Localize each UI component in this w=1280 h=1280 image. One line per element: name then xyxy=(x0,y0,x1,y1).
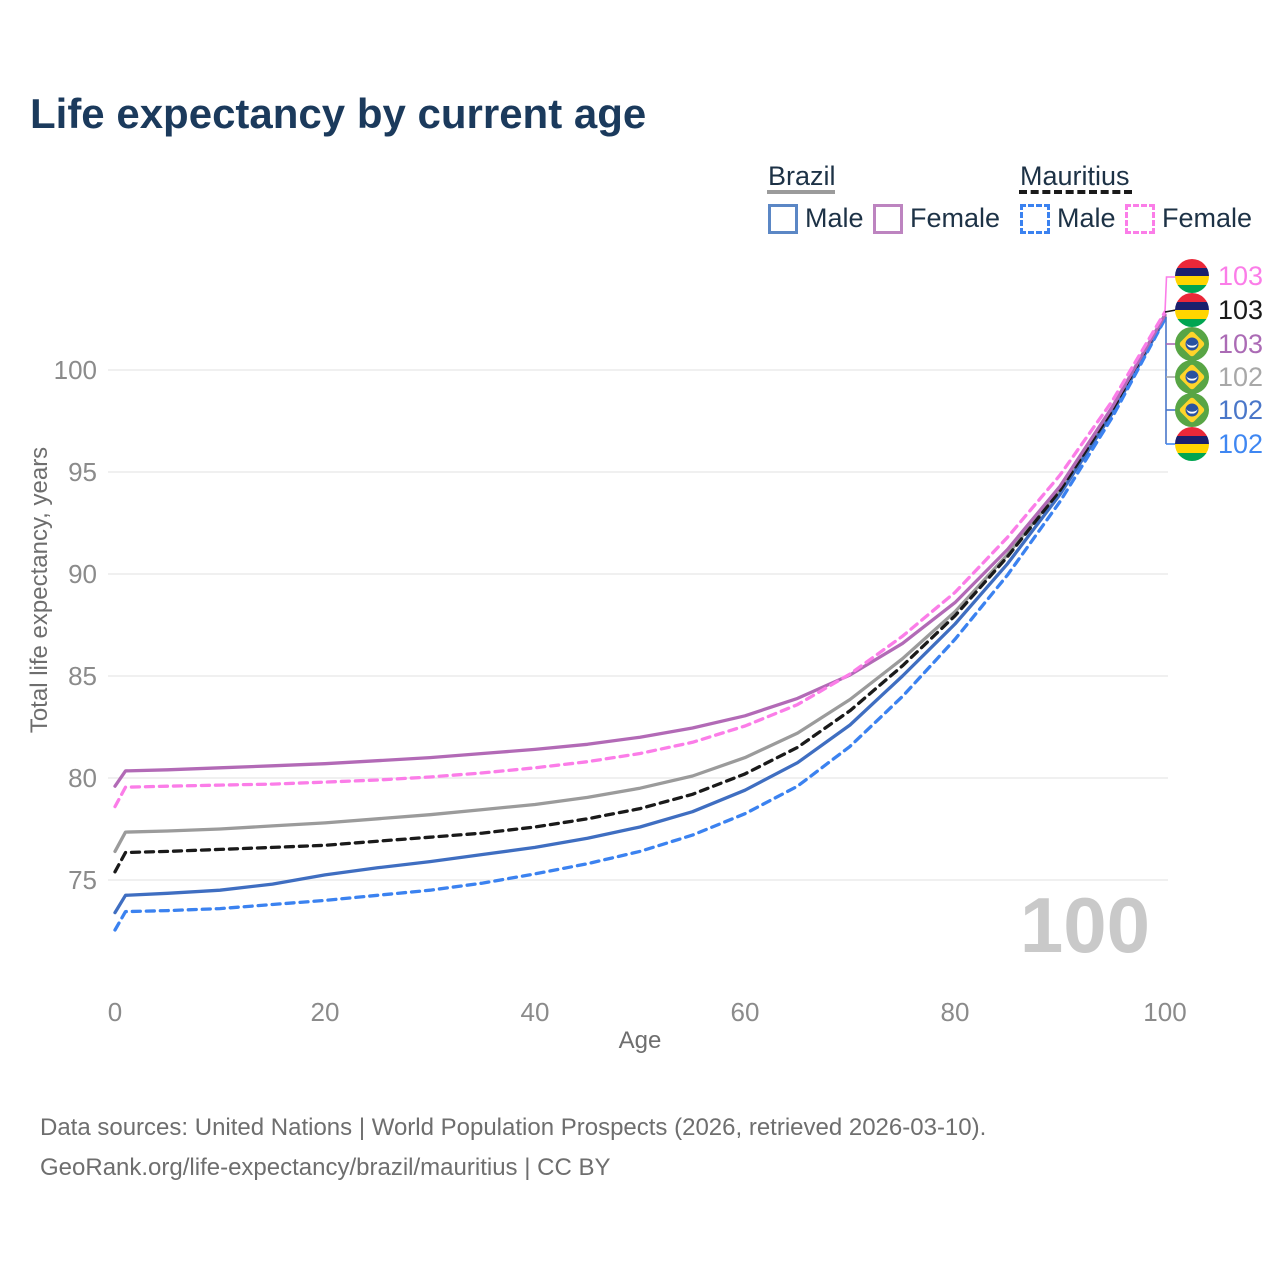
age-watermark: 100 xyxy=(1020,881,1150,969)
legend-item-label: Female xyxy=(1162,203,1253,233)
legend-item-mauritius-female[interactable]: Female xyxy=(1125,203,1252,234)
legend-brazil-line-sample xyxy=(767,190,835,194)
y-tick-label: 85 xyxy=(68,661,97,691)
line-brazil-female[interactable] xyxy=(113,313,1167,788)
legend-item-brazil-female[interactable]: Female xyxy=(873,203,1000,234)
end-value: 102 xyxy=(1218,428,1264,459)
end-value: 103 xyxy=(1218,260,1264,291)
y-tick-label: 100 xyxy=(54,355,97,385)
x-axis-title: Age xyxy=(619,1027,662,1054)
brazil-flag-icon xyxy=(1175,327,1209,361)
leader-mauritius-female xyxy=(1164,276,1176,313)
leader-mauritius-total xyxy=(1164,309,1177,313)
mauritius-female-swatch-icon xyxy=(1125,203,1155,234)
legend-mauritius-line-sample xyxy=(1019,190,1132,194)
end-label-mauritius-male[interactable]: 102 xyxy=(1175,427,1263,461)
x-tick-label: 0 xyxy=(108,997,122,1027)
x-tick-label: 60 xyxy=(731,997,760,1027)
x-tick-label: 40 xyxy=(521,997,550,1027)
data-source-note: Data sources: United Nations | World Pop… xyxy=(40,1108,986,1188)
line-brazil-total[interactable] xyxy=(113,315,1167,854)
mauritius-flag-icon xyxy=(1175,259,1209,293)
page-title: Life expectancy by current age xyxy=(30,90,647,137)
end-label-brazil-female[interactable]: 103 xyxy=(1175,327,1263,361)
mauritius-flag-icon xyxy=(1175,427,1209,461)
line-mauritius-total[interactable] xyxy=(113,313,1167,874)
brazil-flag-icon xyxy=(1175,393,1209,427)
end-value: 103 xyxy=(1218,294,1264,325)
end-value: 102 xyxy=(1218,394,1264,425)
attribution-line: GeoRank.org/life-expectancy/brazil/mauri… xyxy=(40,1154,611,1181)
end-label-mauritius-female[interactable]: 103 xyxy=(1175,259,1263,293)
line-brazil-male[interactable] xyxy=(113,316,1167,915)
line-chart: 100 75 80 85 90 95 100 0 20 40 60 80 100 Age Total … xyxy=(26,276,1187,1054)
line-mauritius-male[interactable] xyxy=(113,317,1167,932)
brazil-male-swatch-icon xyxy=(768,203,798,234)
legend-item-label: Male xyxy=(805,203,864,233)
line-mauritius-female[interactable] xyxy=(113,310,1167,809)
source-line: Data sources: United Nations | World Pop… xyxy=(40,1114,987,1141)
end-value: 102 xyxy=(1218,361,1264,392)
legend-item-mauritius-male[interactable]: Male xyxy=(1020,203,1116,234)
brazil-flag-icon xyxy=(1175,360,1209,394)
legend-group-brazil[interactable]: Brazil xyxy=(768,161,836,191)
legend-item-label: Female xyxy=(910,203,1001,233)
y-tick-label: 90 xyxy=(68,559,97,589)
x-tick-label: 100 xyxy=(1143,997,1186,1027)
y-axis-title: Total life expectancy, years xyxy=(26,447,53,733)
y-tick-label: 80 xyxy=(68,763,97,793)
mauritius-flag-icon xyxy=(1175,293,1209,327)
end-label-brazil-male[interactable]: 102 xyxy=(1175,393,1263,427)
legend-item-label: Male xyxy=(1057,203,1116,233)
legend-group-mauritius[interactable]: Mauritius xyxy=(1020,161,1130,191)
x-tick-label: 80 xyxy=(941,997,970,1027)
brazil-female-swatch-icon xyxy=(873,203,903,234)
end-value: 103 xyxy=(1218,328,1264,359)
end-label-mauritius-total[interactable]: 103 xyxy=(1175,293,1263,327)
y-tick-label: 95 xyxy=(68,457,97,487)
x-tick-label: 20 xyxy=(311,997,340,1027)
end-label-brazil-total[interactable]: 102 xyxy=(1175,360,1263,394)
y-tick-label: 75 xyxy=(68,865,97,895)
legend-item-brazil-male[interactable]: Male xyxy=(768,203,864,234)
mauritius-male-swatch-icon xyxy=(1020,203,1050,234)
